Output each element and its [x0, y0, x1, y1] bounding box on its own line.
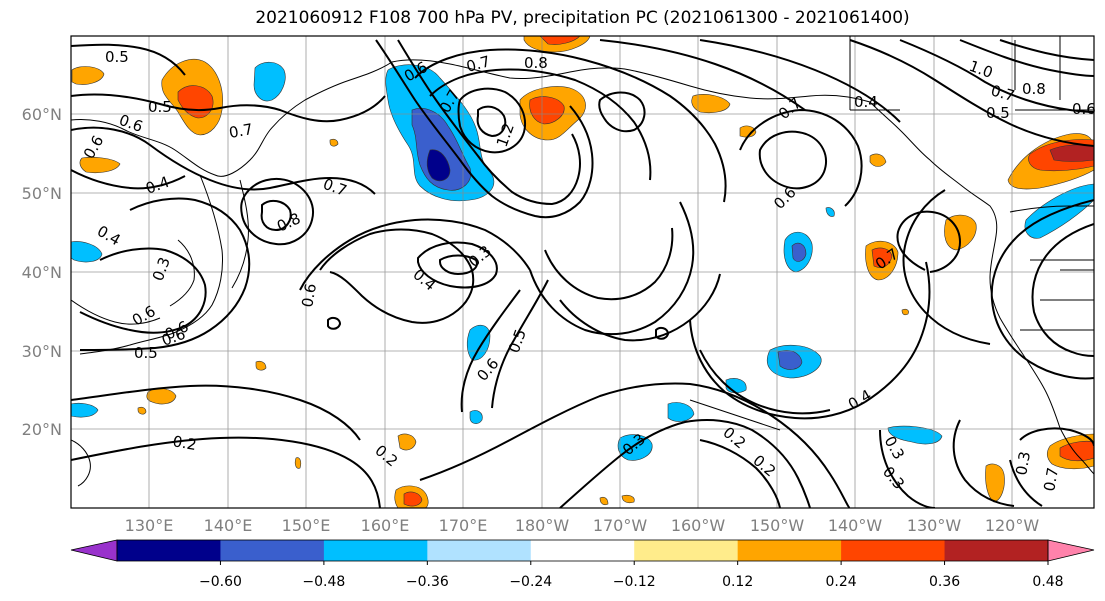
colorbar-segment [737, 540, 842, 561]
lon-label: 170°W [593, 516, 648, 535]
lat-label: 20°N [22, 420, 62, 439]
colorbar-tick-label: −0.48 [302, 574, 345, 590]
lat-label: 40°N [22, 263, 62, 282]
colorbar-segment [841, 540, 946, 561]
pv-contours [71, 39, 1094, 508]
precipitation-shading [71, 36, 1094, 508]
coastlines [71, 36, 1094, 487]
colorbar-ticks: −0.60 −0.48 −0.36 −0.24 −0.12 0.12 0.24 0.36 0.4… [199, 561, 1064, 590]
colorbar-tick-label: −0.12 [613, 574, 656, 590]
contour-label: 0.5 [986, 104, 1010, 122]
contour-label: 0.7 [464, 52, 492, 76]
longitude-labels: 130°E 140°E 150°E 160°E 170°E 180°W 170°… [125, 516, 1040, 535]
map-plot-area [71, 36, 1094, 508]
lon-label: 120°W [985, 516, 1040, 535]
map-title: 2021060912 F108 700 hPa PV, precipitatio… [255, 8, 910, 28]
lon-label: 170°E [439, 516, 488, 535]
lon-label: 150°E [282, 516, 331, 535]
contour-label: 0.3 [1012, 450, 1034, 477]
contour-label: 0.7 [989, 81, 1017, 105]
lat-label: 60°N [22, 105, 62, 124]
colorbar-segments [117, 540, 1049, 561]
colorbar-left-extension [70, 539, 118, 562]
contour-label: 0.8 [1022, 80, 1046, 98]
contour-label: 0.5 [105, 48, 129, 66]
contour-label: 0.7 [1040, 466, 1062, 493]
colorbar: −0.60 −0.48 −0.36 −0.24 −0.12 0.12 0.24 0.36 0.4… [70, 539, 1095, 590]
lon-label: 180°W [515, 516, 570, 535]
colorbar-segment [220, 540, 325, 561]
colorbar-frame [116, 539, 1049, 562]
colorbar-tick-label: 0.36 [929, 574, 960, 590]
lat-label: 50°N [22, 184, 62, 203]
contour-label: 0.7 [228, 120, 255, 142]
lon-label: 140°E [204, 516, 253, 535]
lon-label: 130°W [907, 516, 962, 535]
contour-label: 0.4 [854, 93, 878, 111]
lon-label: 140°W [828, 516, 883, 535]
colorbar-tick-label: 0.48 [1032, 574, 1063, 590]
colorbar-tick-label: −0.60 [199, 574, 242, 590]
colorbar-segment [634, 540, 739, 561]
latitude-labels: 60°N 50°N 40°N 30°N 20°N [22, 105, 62, 439]
colorbar-tick-label: −0.36 [406, 574, 449, 590]
colorbar-segment [117, 540, 221, 561]
contour-label: 0.8 [524, 54, 548, 72]
colorbar-segment [323, 540, 428, 561]
colorbar-tick-label: −0.24 [509, 574, 552, 590]
colorbar-segment [944, 540, 1049, 561]
colorbar-tick-label: 0.12 [722, 574, 753, 590]
lon-label: 150°W [750, 516, 805, 535]
contour-label: 0.5 [134, 344, 158, 362]
contour-label: 0.5 [148, 98, 172, 116]
colorbar-segment [427, 540, 532, 561]
lon-label: 160°W [671, 516, 726, 535]
map-frame [70, 35, 1095, 509]
colorbar-segment [530, 540, 635, 561]
lon-label: 160°E [361, 516, 410, 535]
contour-label: 0.2 [171, 432, 198, 454]
colorbar-right-extension [1047, 539, 1095, 562]
contour-label: 0.6 [1072, 100, 1096, 118]
contour-label: 0.6 [298, 282, 320, 309]
lon-label: 130°E [125, 516, 174, 535]
colorbar-tick-label: 0.24 [826, 574, 857, 590]
lat-label: 30°N [22, 342, 62, 361]
